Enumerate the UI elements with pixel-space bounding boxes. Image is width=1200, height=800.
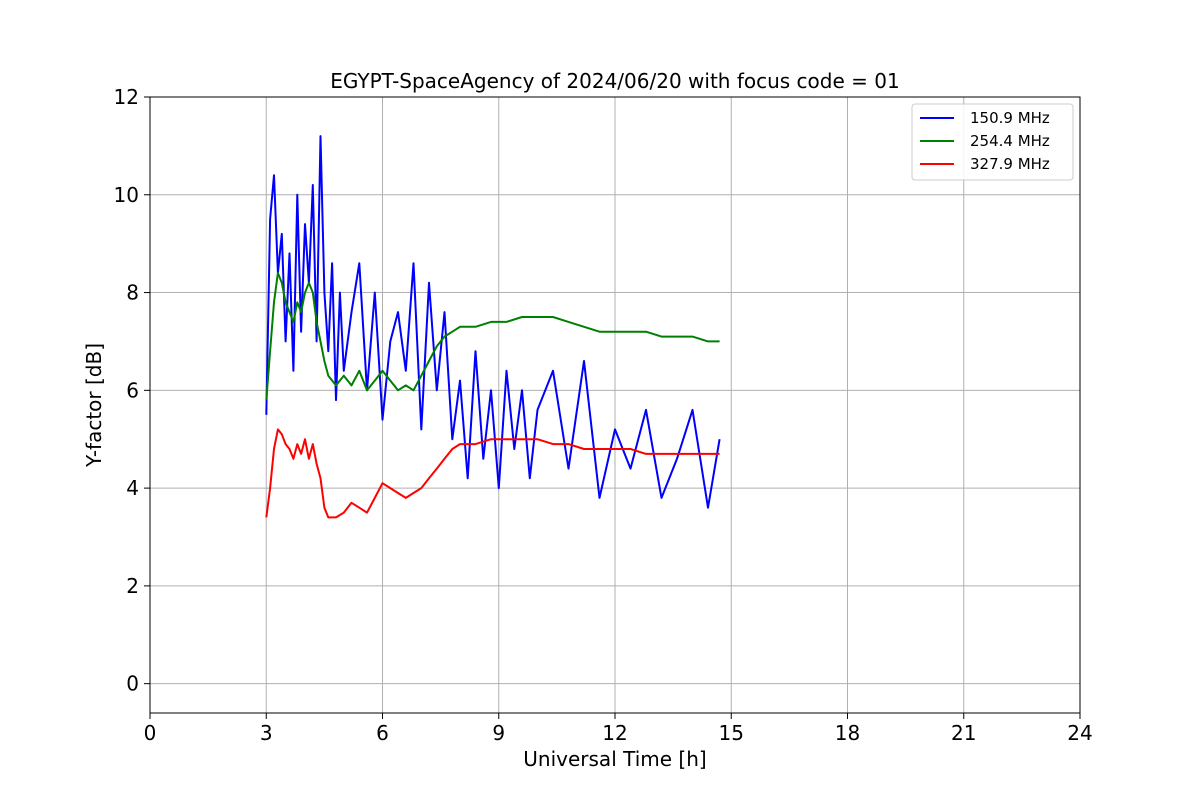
chart-title: EGYPT-SpaceAgency of 2024/06/20 with foc… xyxy=(330,69,899,93)
y-axis-label: Y-factor [dB] xyxy=(82,343,106,468)
y-tick-label: 2 xyxy=(126,574,139,598)
series-line-2 xyxy=(265,428,720,519)
legend-box xyxy=(911,103,1074,181)
series-line-1 xyxy=(265,272,720,401)
x-tick-label: 21 xyxy=(951,721,976,745)
y-tick-label: 12 xyxy=(114,85,139,109)
series-layer xyxy=(265,135,721,519)
grid-layer xyxy=(149,96,1081,713)
x-tick-label: 15 xyxy=(719,721,744,745)
x-tick-label: 24 xyxy=(1067,721,1092,745)
x-tick-label: 9 xyxy=(492,721,505,745)
y-tick-label: 10 xyxy=(114,183,139,207)
x-tick-label: 18 xyxy=(835,721,860,745)
y-tick-label: 4 xyxy=(126,476,139,500)
x-tick-label: 3 xyxy=(260,721,273,745)
y-tick-label: 8 xyxy=(126,281,139,305)
x-tick-label: 12 xyxy=(602,721,627,745)
legend-label-0: 150.9 MHz xyxy=(970,109,1050,127)
legend-label-1: 254.4 MHz xyxy=(970,132,1050,150)
x-tick-label: 6 xyxy=(376,721,389,745)
legend: 150.9 MHz 254.4 MHz 327.9 MHz xyxy=(911,103,1074,181)
y-tick-label: 0 xyxy=(126,672,139,696)
y-tick-label: 6 xyxy=(126,378,139,402)
legend-label-2: 327.9 MHz xyxy=(970,155,1050,173)
x-axis-label: Universal Time [h] xyxy=(523,747,706,771)
series-line-0 xyxy=(265,135,721,509)
x-tick-label: 0 xyxy=(144,721,157,745)
